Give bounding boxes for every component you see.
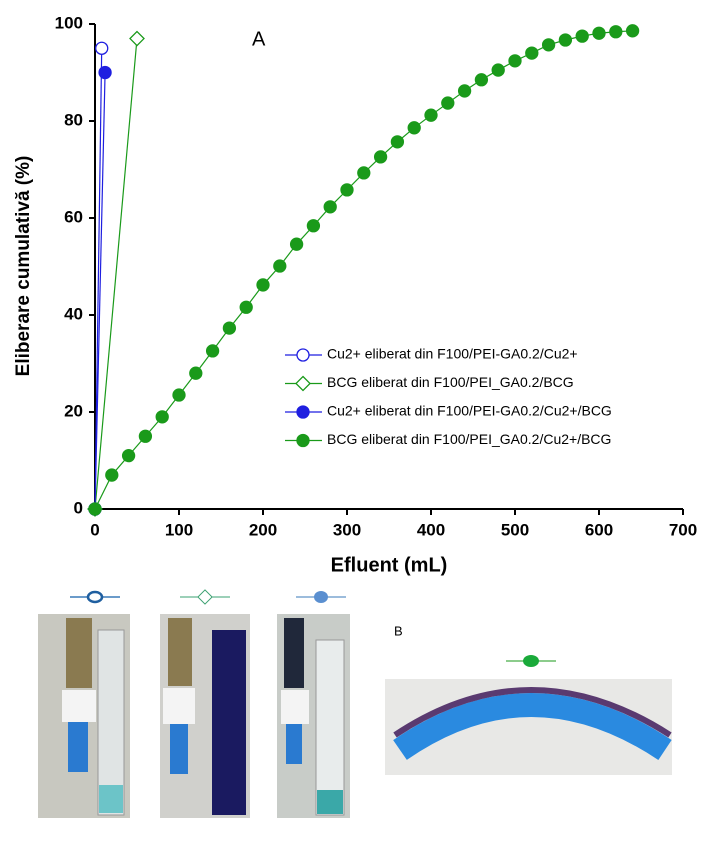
marker [457,84,472,98]
y-tick-label: 80 [64,110,83,129]
marker [95,41,109,55]
marker [541,38,556,52]
legend-label: BCG eliberat din F100/PEI_GA0.2/BCG [327,374,574,390]
marker [474,73,489,87]
y-axis-title: Eliberare cumulativă (%) [13,156,34,377]
y-tick-label: 0 [74,498,83,517]
legend-label: Cu2+ eliberat din F100/PEI-GA0.2/Cu2+/BC… [327,403,612,419]
marker [88,502,102,516]
marker [441,96,455,110]
series-line [94,48,103,510]
marker [390,135,405,149]
marker [105,468,119,482]
panel-label: A [252,28,266,50]
x-axis-title: Efluent (mL) [331,554,448,576]
marker [592,26,606,40]
marker [172,388,186,402]
marker [189,366,203,380]
marker [575,29,589,43]
marker [508,54,522,68]
marker [138,429,153,443]
legend-marker [295,375,311,392]
x-tick-label: 700 [669,520,697,539]
legend-marker [296,433,310,448]
marker [373,150,388,164]
marker [239,300,253,314]
x-tick-label: 100 [165,520,193,539]
x-tick-label: 600 [585,520,613,539]
series-line [94,72,106,510]
marker [424,108,438,122]
marker [340,183,354,197]
marker [407,121,421,135]
marker [121,448,136,463]
marker [357,166,371,180]
marker [625,24,640,38]
marker [98,65,112,80]
marker [273,259,287,273]
photo-panel-label: B [394,623,403,638]
marker [491,63,505,77]
marker [256,278,270,292]
y-tick-label: 40 [64,304,83,323]
legend-marker [296,348,310,362]
marker [205,344,220,358]
marker [289,237,304,251]
x-tick-label: 300 [333,520,361,539]
y-tick-label: 100 [55,13,83,32]
marker [558,33,573,47]
y-tick-label: 60 [64,207,83,226]
photos [38,589,672,818]
x-tick-label: 500 [501,520,529,539]
marker [129,30,145,47]
x-tick-label: 400 [417,520,445,539]
marker [306,219,321,233]
x-tick-label: 200 [249,520,277,539]
marker [525,46,539,60]
legend-marker [296,405,310,419]
series-line [94,38,138,510]
marker [609,25,623,39]
marker [323,200,337,214]
legend-label: Cu2+ eliberat din F100/PEI-GA0.2/Cu2+ [327,346,578,362]
marker [222,321,237,335]
x-tick-label: 0 [90,520,99,539]
marker [155,410,169,424]
y-tick-label: 20 [64,401,83,420]
legend-label: BCG eliberat din F100/PEI_GA0.2/Cu2+/BCG [327,431,611,447]
